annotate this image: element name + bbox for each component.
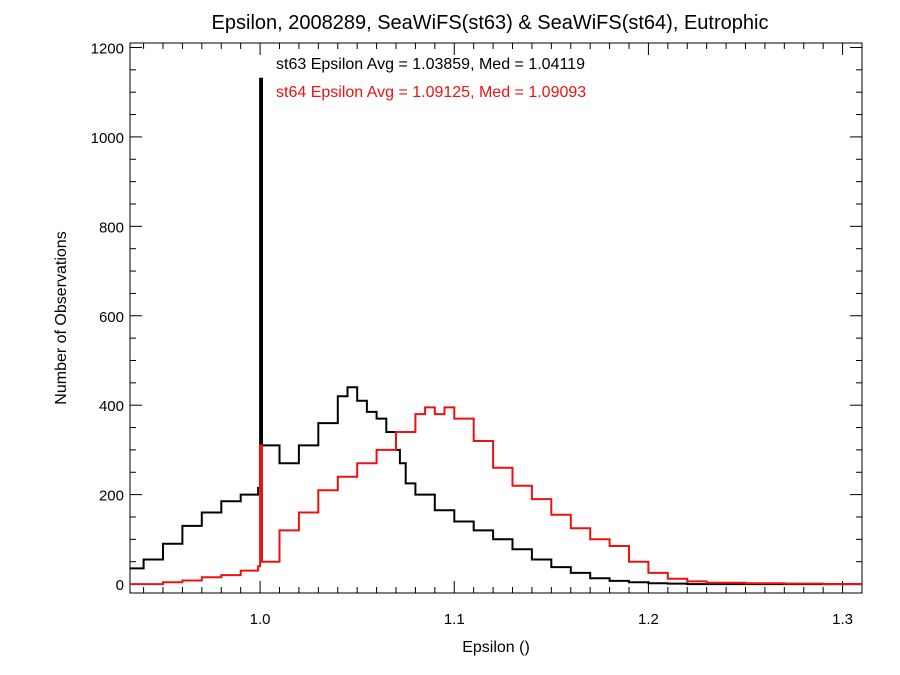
y-tick-label: 600 (99, 309, 124, 326)
y-tick-label: 0 (116, 577, 124, 594)
y-axis-label: Number of Observations (53, 231, 70, 404)
plot-frame (129, 42, 863, 594)
chart-title: Epsilon, 2008289, SeaWiFS(st63) & SeaWiF… (212, 12, 769, 34)
y-tick-label: 200 (99, 488, 124, 505)
y-tick-label: 400 (99, 398, 124, 415)
y-tick-label: 800 (99, 219, 124, 236)
x-tick-label: 1.1 (444, 611, 465, 628)
x-tick-label: 1.2 (638, 611, 659, 628)
x-tick-label: 1.0 (250, 611, 271, 628)
y-axis: 0 200 400 600 800 1000 1200 (91, 40, 862, 594)
x-axis-label: Epsilon () (462, 639, 530, 656)
x-axis: 1.0 1.1 1.2 1.3 (143, 43, 853, 628)
series-group (130, 77, 862, 586)
st64-annotation: st64 Epsilon Avg = 1.09125, Med = 1.0909… (276, 84, 586, 101)
y-tick-label: 1000 (91, 130, 124, 147)
st63-annotation: st63 Epsilon Avg = 1.03859, Med = 1.0411… (276, 56, 585, 73)
st63-histogram-line (130, 77, 862, 586)
x-tick-label: 1.3 (832, 611, 853, 628)
st64-histogram-line (130, 406, 862, 586)
y-tick-label: 1200 (91, 40, 124, 57)
